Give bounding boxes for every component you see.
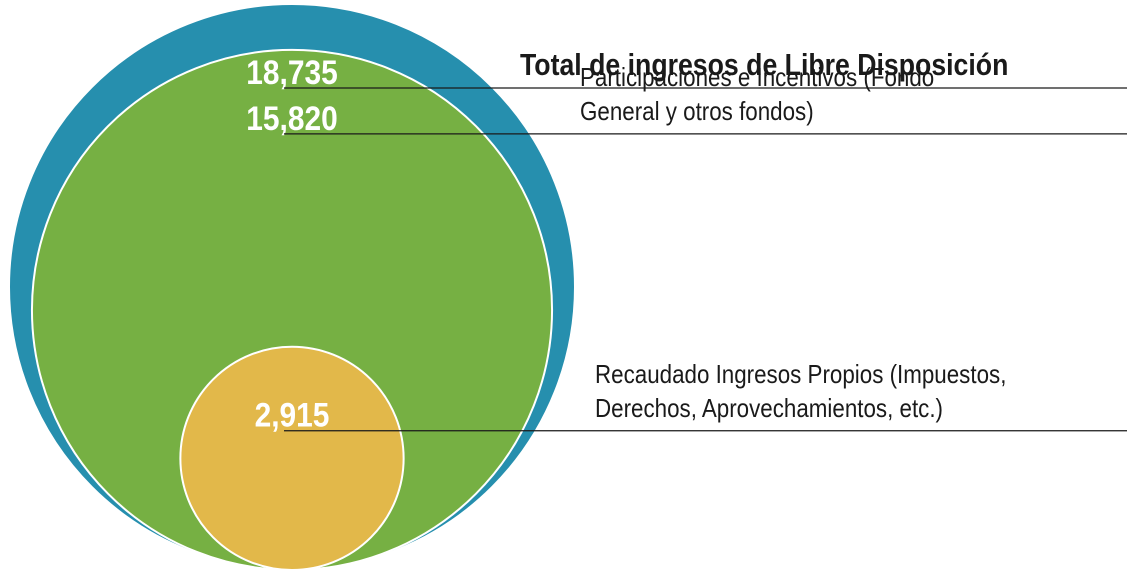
value-label: 2,915 bbox=[255, 396, 330, 434]
category-label: Recaudado Ingresos Propios (Impuestos, D… bbox=[595, 358, 1007, 423]
circle bbox=[179, 345, 405, 571]
value-label: 15,820 bbox=[246, 99, 337, 137]
category-label: Total de ingresos de Libre Disposición bbox=[520, 47, 1009, 82]
value-label: 18,735 bbox=[246, 53, 337, 91]
category-label: Participaciones e Incentivos (Fondo Gene… bbox=[580, 61, 935, 126]
